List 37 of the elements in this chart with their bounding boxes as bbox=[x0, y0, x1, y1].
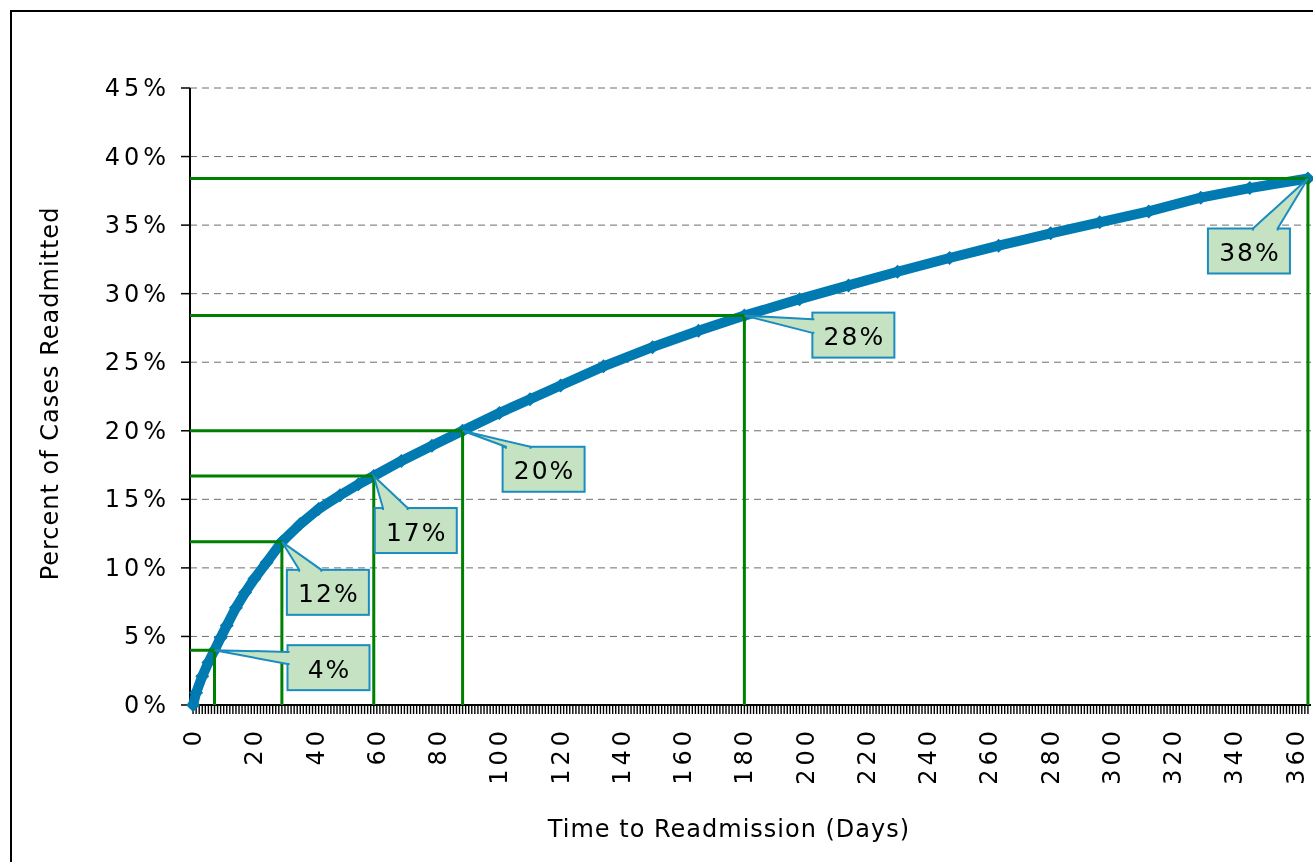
x-tick-label: 280 bbox=[1036, 727, 1065, 785]
x-tick-label: 260 bbox=[975, 727, 1004, 785]
y-tick-label: 5% bbox=[123, 622, 170, 651]
x-tick-label: 160 bbox=[669, 727, 698, 785]
y-tick-label: 35% bbox=[104, 211, 170, 240]
y-tick-label: 30% bbox=[104, 279, 170, 308]
x-tick-label: 200 bbox=[791, 727, 820, 785]
x-tick-label: 240 bbox=[914, 727, 943, 785]
y-tick-label: 0% bbox=[123, 691, 170, 719]
x-tick-label: 220 bbox=[852, 727, 881, 785]
y-tick-label: 20% bbox=[104, 416, 170, 445]
y-tick-label: 10% bbox=[104, 553, 170, 582]
annotation: 4% bbox=[307, 654, 352, 684]
y-tick-label: 40% bbox=[104, 142, 170, 171]
annotation: 17% bbox=[385, 517, 448, 547]
x-tick-label: 100 bbox=[485, 727, 514, 785]
x-tick-label: 360 bbox=[1281, 727, 1310, 785]
y-tick-label: 15% bbox=[104, 485, 170, 514]
x-tick-label: 20 bbox=[240, 727, 269, 766]
y-tick-label: 25% bbox=[104, 348, 170, 377]
annotation: 38% bbox=[1219, 237, 1281, 267]
x-tick-label: 120 bbox=[546, 727, 575, 785]
y-tick-label: 45% bbox=[104, 74, 170, 102]
annotation: 12% bbox=[298, 578, 360, 608]
x-tick-label: 300 bbox=[1097, 727, 1126, 785]
annotation: 20% bbox=[513, 455, 576, 485]
x-tick-label: 320 bbox=[1159, 727, 1188, 785]
x-tick-label: 0 bbox=[179, 727, 208, 747]
x-tick-label: 40 bbox=[301, 727, 330, 766]
y-axis-title: Percent of Cases Readmitted bbox=[36, 206, 64, 581]
annotation: 28% bbox=[823, 321, 886, 351]
x-axis-title: Time to Readmission (Days) bbox=[546, 815, 911, 843]
x-tick-label: 60 bbox=[362, 727, 391, 766]
x-tick-label: 180 bbox=[730, 727, 759, 785]
x-tick-label: 80 bbox=[424, 727, 453, 766]
x-tick-label: 340 bbox=[1220, 727, 1249, 785]
x-tick-label: 140 bbox=[607, 727, 636, 785]
